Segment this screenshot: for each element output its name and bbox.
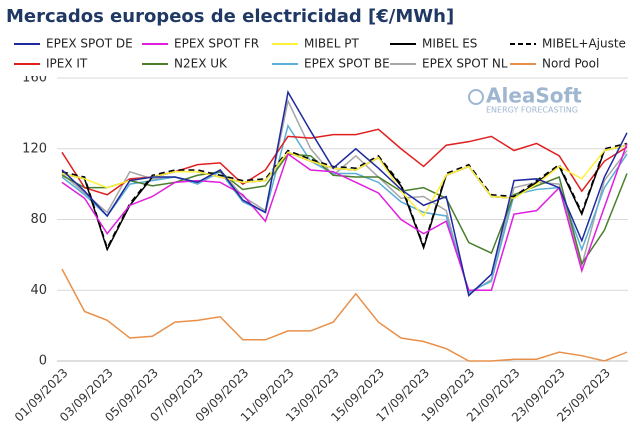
series-line bbox=[61, 268, 628, 362]
series-line bbox=[61, 90, 628, 297]
legend-label: EPEX SPOT BE bbox=[304, 57, 390, 71]
legend-label: EPEX SPOT FR bbox=[174, 37, 259, 51]
y-tick-label: 40 bbox=[30, 283, 47, 298]
watermark-tagline: ENERGY FORECASTING bbox=[486, 106, 578, 115]
watermark-brand: AleaSoft bbox=[486, 84, 582, 108]
series-line bbox=[61, 143, 628, 291]
series-line bbox=[61, 98, 628, 295]
y-tick-label: 80 bbox=[30, 212, 47, 227]
legend-label: Nord Pool bbox=[542, 57, 599, 71]
legend-label: MIBEL+Ajuste bbox=[542, 37, 626, 51]
legend-label: MIBEL PT bbox=[304, 37, 359, 51]
chart-title: Mercados europeos de electricidad [€/MWh… bbox=[6, 6, 454, 27]
series-line bbox=[61, 142, 628, 250]
legend-label: EPEX SPOT DE bbox=[46, 37, 133, 51]
y-tick-label: 120 bbox=[22, 141, 47, 156]
series-line bbox=[61, 123, 628, 294]
watermark-logo bbox=[468, 89, 484, 105]
legend-label: IPEX IT bbox=[46, 57, 88, 71]
legend-box bbox=[8, 32, 636, 76]
legend-label: EPEX SPOT NL bbox=[422, 57, 508, 71]
y-tick-label: 0 bbox=[39, 354, 47, 369]
legend-label: N2EX UK bbox=[174, 57, 228, 71]
legend-label: MIBEL ES bbox=[422, 37, 477, 51]
series-line bbox=[61, 144, 628, 218]
